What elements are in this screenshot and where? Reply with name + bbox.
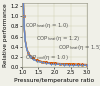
Y-axis label: Relative performance: Relative performance xyxy=(4,4,8,67)
X-axis label: Pressure/temperature ratio: Pressure/temperature ratio xyxy=(14,77,95,83)
Text: COP$_{heat}$(η = 1.0): COP$_{heat}$(η = 1.0) xyxy=(25,21,70,30)
Text: COP$_{heat}$(η = 1.2): COP$_{heat}$(η = 1.2) xyxy=(36,34,80,43)
Text: COP$_{cool}$(η = 1.0): COP$_{cool}$(η = 1.0) xyxy=(25,53,68,62)
Text: COP$_{heat}$(η = 1.5): COP$_{heat}$(η = 1.5) xyxy=(58,43,100,52)
